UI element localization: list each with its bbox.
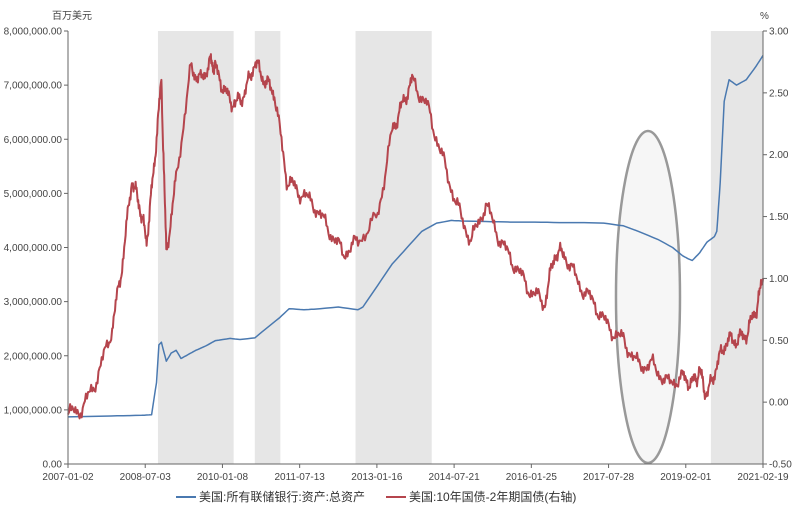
right-axis-unit: % — [760, 11, 769, 22]
right-tick-label: -0.50 — [769, 460, 792, 471]
left-tick-label: 7,000,000.00 — [4, 81, 63, 92]
left-tick-label: 3,000,000.00 — [4, 297, 63, 308]
left-tick-label: 1,000,000.00 — [4, 405, 63, 416]
series-yield-spread-line — [67, 53, 764, 420]
series-lines — [67, 53, 764, 420]
right-tick-label: 0.00 — [769, 398, 789, 409]
right-tick-label: 2.00 — [769, 150, 789, 161]
highlight-ellipse-layer — [614, 129, 682, 465]
shaded-period-1 — [157, 31, 234, 464]
tick-labels: 0.00 1,000,000.00 2,000,000.00 3,000,000.00… — [4, 27, 793, 484]
shaded-period-3 — [355, 31, 432, 464]
right-tick-label: 2.50 — [769, 88, 789, 99]
series-total-assets-line — [67, 55, 764, 418]
legend: 美国:所有联储银行:资产:总资产 美国:10年国债-2年期国债(右轴) — [176, 489, 576, 504]
legend-label-assets[interactable]: 美国:所有联储银行:资产:总资产 — [199, 489, 365, 504]
x-tick-label: 2013-01-16 — [351, 472, 403, 483]
left-tick-label: 5,000,000.00 — [4, 189, 63, 200]
left-tick-label: 8,000,000.00 — [4, 27, 63, 38]
x-tick-label: 2016-01-25 — [506, 472, 558, 483]
legend-label-spread[interactable]: 美国:10年国债-2年期国债(右轴) — [409, 489, 576, 504]
x-tick-label: 2007-01-02 — [42, 472, 94, 483]
shaded-period-4 — [710, 31, 763, 464]
x-tick-label: 2014-07-21 — [429, 472, 481, 483]
x-tick-label: 2017-07-28 — [583, 472, 635, 483]
right-tick-label: 1.00 — [769, 274, 789, 285]
left-tick-label: 4,000,000.00 — [4, 243, 63, 254]
right-tick-label: 3.00 — [769, 27, 789, 38]
x-tick-label: 2019-02-01 — [660, 472, 712, 483]
left-axis-unit: 百万美元 — [52, 9, 92, 22]
x-tick-label: 2011-07-13 — [274, 472, 325, 483]
highlight-ellipse — [614, 129, 682, 465]
right-tick-label: 0.50 — [769, 336, 789, 347]
x-tick-label: 2010-01-08 — [197, 472, 249, 483]
right-tick-label: 1.50 — [769, 212, 789, 223]
left-tick-label: 6,000,000.00 — [4, 135, 63, 146]
left-tick-label: 2,000,000.00 — [4, 351, 63, 362]
shaded-period-2 — [254, 31, 281, 464]
x-tick-label: 2021-02-19 — [737, 472, 789, 483]
left-tick-label: 0.00 — [43, 460, 63, 471]
x-tick-label: 2008-07-03 — [120, 472, 172, 483]
